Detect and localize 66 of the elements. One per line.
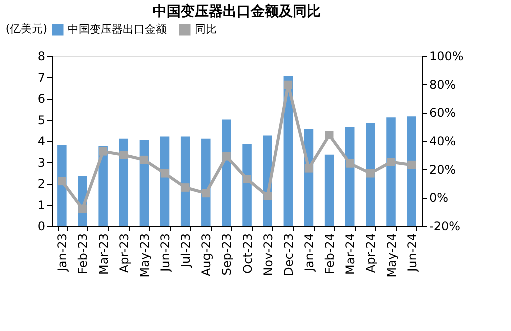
point: [99, 147, 108, 156]
bar: [407, 116, 416, 226]
point: [408, 160, 416, 170]
bar: [386, 118, 396, 226]
point: [160, 169, 170, 178]
y-tick-label: 5: [38, 113, 46, 128]
x-tick-label: Feb-24: [323, 234, 338, 274]
y-tick-label: 7: [38, 70, 46, 85]
point: [387, 158, 396, 166]
point: [284, 80, 293, 90]
bar: [140, 140, 150, 226]
point: [366, 169, 375, 178]
x-tick-label: Sep-23: [220, 234, 234, 276]
y-tick-label: 4: [38, 134, 46, 148]
bar: [160, 136, 170, 226]
y-tick-label: 6: [38, 92, 46, 106]
y2-tick-label: 60%: [430, 106, 456, 120]
point: [325, 131, 334, 140]
legend-label: 中国变压器出口金额: [68, 23, 167, 36]
point: [58, 177, 66, 186]
x-tick-label: Feb-23: [76, 234, 90, 274]
y-tick-label: 0: [38, 220, 46, 234]
x-tick-label: Jan-23: [56, 234, 70, 273]
x-tick-label: Mar-24: [344, 234, 358, 275]
point: [264, 192, 272, 200]
y-tick-label: 2: [38, 177, 46, 191]
point: [120, 150, 128, 160]
y-axis-title: (亿美元): [6, 22, 48, 36]
x-tick-label: Apr-23: [117, 234, 132, 274]
point: [346, 159, 354, 168]
bar: [242, 144, 252, 226]
x-tick-label: Jun-23: [158, 234, 173, 273]
x-tick-label: Jul-23: [179, 234, 194, 269]
point: [202, 189, 210, 198]
y-tick-label: 8: [38, 50, 46, 64]
point: [78, 204, 87, 214]
y-tick-label: 3: [38, 156, 46, 170]
y2-tick-label: 40%: [430, 134, 456, 148]
x-tick-label: Aug-23: [200, 234, 214, 277]
point: [140, 156, 149, 164]
bar: [366, 122, 376, 226]
bar: [345, 127, 355, 226]
point: [304, 164, 314, 173]
x-tick-label: May-23: [138, 234, 152, 278]
y2-tick-label: 0%: [430, 191, 449, 206]
x-tick-label: Jun-24: [405, 234, 420, 273]
y2-tick-label: 80%: [430, 78, 456, 92]
x-tick-label: Nov-23: [261, 234, 276, 276]
y2-tick-label: 100%: [430, 50, 464, 64]
y2-tick-label: -20%: [430, 220, 461, 234]
chart-title: 中国变压器出口金额及同比: [153, 3, 321, 20]
bar: [180, 136, 190, 226]
point: [243, 175, 252, 184]
x-tick-label: Dec-23: [282, 234, 296, 276]
bar: [119, 138, 129, 226]
bar: [324, 154, 334, 226]
y2-tick-label: 20%: [430, 162, 456, 177]
bar: [58, 145, 67, 226]
point: [181, 184, 190, 192]
x-tick-label: Jan-24: [302, 234, 316, 273]
x-tick-label: Mar-23: [96, 234, 111, 275]
x-tick-label: May-24: [384, 234, 399, 278]
x-tick-label: Oct-23: [240, 234, 255, 274]
legend-label: 同比: [195, 23, 217, 36]
x-tick-label: Apr-24: [364, 234, 378, 274]
y-tick-label: 1: [38, 198, 46, 212]
